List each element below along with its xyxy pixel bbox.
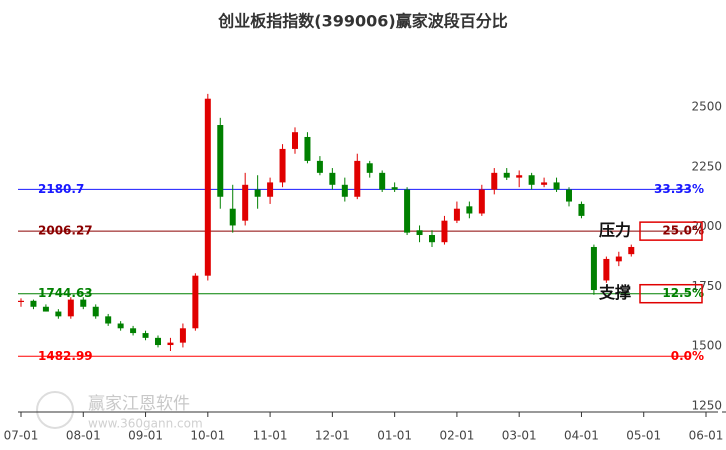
- chart-title: 创业板指指数(399006)赢家波段百分比: [217, 12, 507, 31]
- candle-body: [366, 163, 373, 173]
- candle-body: [130, 328, 137, 334]
- x-tick-label: 06-01: [689, 429, 724, 443]
- candle-body: [628, 246, 635, 255]
- candle-body: [429, 235, 435, 243]
- y-tick-label: 2250: [691, 159, 722, 173]
- candle-body: [478, 189, 485, 214]
- candle-body: [590, 246, 597, 291]
- watermark: 赢家江恩软件: [88, 394, 190, 414]
- candle-body: [416, 230, 423, 236]
- candle-body: [80, 299, 87, 307]
- level-pct: 0.0%: [671, 349, 704, 363]
- candle-body: [167, 342, 174, 346]
- x-tick-label: 01-01: [377, 429, 412, 443]
- candle-body: [503, 172, 510, 178]
- candle-body: [329, 172, 336, 185]
- candle-body: [453, 208, 460, 221]
- candle-body: [566, 189, 572, 202]
- y-tick-label: 1500: [691, 339, 722, 353]
- candle-body: [279, 148, 286, 183]
- x-tick-label: 10-01: [190, 429, 225, 443]
- level-pct: 25.0%: [662, 224, 704, 238]
- level-value: 2180.7: [38, 182, 84, 196]
- candle-body: [117, 323, 124, 329]
- x-tick-label: 11-01: [253, 429, 288, 443]
- candle-body: [441, 220, 448, 243]
- watermark-url: www.360gann.com: [88, 417, 203, 431]
- candle-body: [341, 184, 348, 197]
- candle-body: [304, 136, 311, 161]
- candle-body: [528, 175, 535, 185]
- level-value: 2006.27: [38, 224, 93, 238]
- candle-body: [292, 132, 298, 149]
- x-tick-label: 04-01: [564, 429, 599, 443]
- x-tick-label: 02-01: [439, 429, 474, 443]
- x-tick-label: 03-01: [502, 429, 537, 443]
- candle-body: [615, 256, 622, 262]
- candle-body: [578, 203, 585, 216]
- level-box: [639, 283, 703, 304]
- candle-body: [192, 275, 199, 329]
- candle-body: [603, 258, 610, 281]
- x-tick-label: 05-01: [626, 429, 661, 443]
- candle-body: [267, 182, 274, 197]
- y-tick-label: 1250: [691, 399, 722, 413]
- level-pct: 12.5%: [662, 286, 704, 300]
- candle-body: [18, 300, 24, 302]
- candle-body: [242, 184, 249, 221]
- candle-body: [491, 172, 498, 190]
- candle-body: [142, 333, 149, 338]
- candle-body: [516, 175, 523, 178]
- level-value: 1482.99: [38, 349, 93, 363]
- candle-body: [254, 189, 261, 197]
- candle-body: [67, 299, 74, 317]
- x-tick-label: 12-01: [315, 429, 350, 443]
- watermark-logo: [36, 391, 74, 429]
- candle-body: [204, 98, 211, 276]
- candle-body: [92, 306, 99, 317]
- candle-body: [55, 311, 62, 317]
- candle-body: [229, 208, 236, 226]
- candle-body: [42, 306, 49, 312]
- candle-body: [553, 182, 560, 190]
- candle-body: [30, 300, 37, 307]
- candle-body: [466, 206, 473, 214]
- x-tick-label: 07-01: [4, 429, 39, 443]
- candle-body: [105, 316, 112, 324]
- level-value: 1744.63: [38, 286, 93, 300]
- level-annotation: 支撑: [598, 283, 631, 302]
- candle-body: [391, 187, 398, 190]
- level-pct: 33.33%: [654, 182, 704, 196]
- level-annotation: 压力: [599, 221, 631, 240]
- candle-body: [316, 160, 323, 173]
- level-box: [639, 221, 703, 241]
- candle-body: [354, 160, 361, 197]
- x-tick-label: 08-01: [66, 429, 101, 443]
- y-tick-label: 2500: [691, 100, 722, 114]
- candle-body: [541, 182, 548, 185]
- candle-body: [155, 337, 161, 346]
- x-tick-label: 09-01: [128, 429, 163, 443]
- candle-body: [217, 125, 224, 197]
- candle-body: [179, 328, 186, 343]
- y-tick-label: 1750: [691, 279, 722, 293]
- candle-body: [379, 172, 386, 190]
- candle-body: [404, 189, 411, 233]
